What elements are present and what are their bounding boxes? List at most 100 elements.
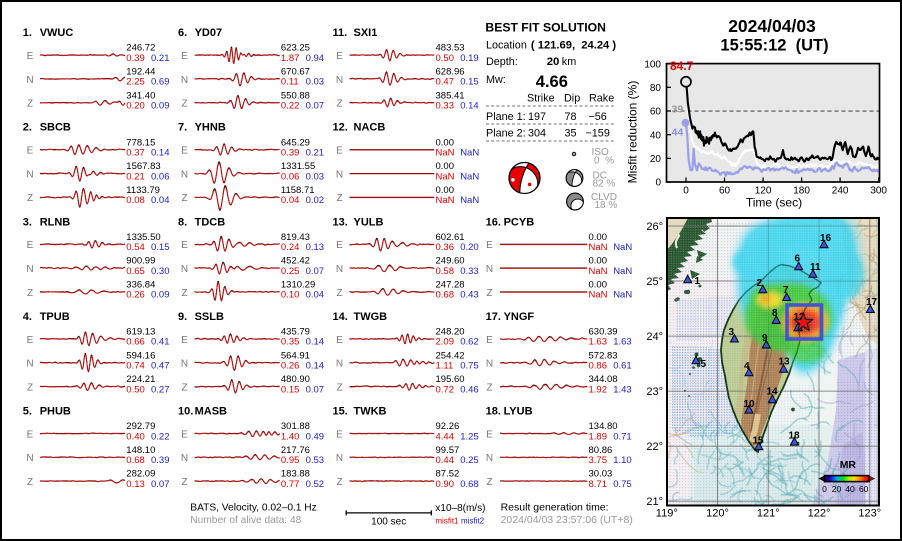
svg-text:E: E xyxy=(181,429,188,440)
svg-text:0.65: 0.65 xyxy=(126,266,145,277)
svg-text:18: 18 xyxy=(789,431,801,442)
svg-text:SBCB: SBCB xyxy=(40,122,71,134)
svg-text:Depth:: Depth: xyxy=(486,56,518,68)
svg-text:292.79: 292.79 xyxy=(126,421,155,432)
svg-text:0.13: 0.13 xyxy=(306,242,325,253)
svg-text:N: N xyxy=(336,453,343,464)
svg-text:119°: 119° xyxy=(656,508,678,520)
svg-text:N: N xyxy=(336,359,343,370)
svg-text:0.37: 0.37 xyxy=(126,148,145,159)
svg-text:Z: Z xyxy=(181,382,187,393)
svg-text:E: E xyxy=(27,146,34,157)
svg-text:0.74: 0.74 xyxy=(126,361,145,372)
svg-text:CLVD: CLVD xyxy=(591,192,617,203)
svg-text:3.: 3. xyxy=(23,216,32,228)
svg-text:23°: 23° xyxy=(646,386,663,398)
svg-text:0.25: 0.25 xyxy=(460,455,479,466)
svg-text:SXI1: SXI1 xyxy=(354,27,378,39)
svg-text:( 121.69, 24.24 ): ( 121.69, 24.24 ) xyxy=(531,40,616,52)
svg-text:572.83: 572.83 xyxy=(589,350,618,361)
svg-text:0.47: 0.47 xyxy=(436,77,455,88)
svg-text:Dip: Dip xyxy=(564,93,580,105)
svg-text:0.07: 0.07 xyxy=(306,101,325,112)
svg-text:3.75: 3.75 xyxy=(589,455,608,466)
svg-text:NACB: NACB xyxy=(354,122,386,134)
svg-text:60: 60 xyxy=(859,484,869,494)
svg-text:PHUB: PHUB xyxy=(40,406,71,418)
svg-text:192.44: 192.44 xyxy=(126,67,155,78)
svg-text:20: 20 xyxy=(650,154,662,165)
svg-text:8.71: 8.71 xyxy=(589,479,608,490)
svg-text:0.41: 0.41 xyxy=(151,337,170,348)
svg-text:E: E xyxy=(181,146,188,157)
svg-text:Z: Z xyxy=(181,99,187,110)
svg-text:0.68: 0.68 xyxy=(436,290,455,301)
svg-text:NaN: NaN xyxy=(460,148,479,159)
svg-text:Number of alive data: 48: Number of alive data: 48 xyxy=(190,515,301,526)
svg-text:20: 20 xyxy=(547,56,560,68)
svg-text:N: N xyxy=(26,264,33,275)
svg-text:148.10: 148.10 xyxy=(126,445,155,456)
svg-text:12: 12 xyxy=(794,312,806,323)
svg-text:40: 40 xyxy=(845,484,855,494)
svg-text:Z: Z xyxy=(336,193,342,204)
svg-text:Result generation time:: Result generation time: xyxy=(501,502,609,514)
svg-text:Z: Z xyxy=(486,382,492,393)
svg-text:30.03: 30.03 xyxy=(589,469,613,480)
svg-text:483.53: 483.53 xyxy=(436,43,465,54)
svg-text:120: 120 xyxy=(755,186,772,197)
svg-text:0.61: 0.61 xyxy=(613,361,632,372)
svg-text:0.04: 0.04 xyxy=(306,290,325,301)
svg-text:22°: 22° xyxy=(646,441,663,453)
svg-text:1.63: 1.63 xyxy=(613,337,632,348)
svg-text:0.50: 0.50 xyxy=(126,384,145,395)
svg-text:N: N xyxy=(181,453,188,464)
svg-text:N: N xyxy=(336,264,343,275)
svg-text:100 sec: 100 sec xyxy=(371,517,406,528)
svg-text:0.07: 0.07 xyxy=(306,384,325,395)
svg-text:35: 35 xyxy=(565,128,577,140)
svg-text:0.20: 0.20 xyxy=(460,242,479,253)
svg-text:0 %: 0 % xyxy=(594,156,614,167)
svg-text:0.13: 0.13 xyxy=(126,479,145,490)
svg-text:0.94: 0.94 xyxy=(306,53,325,64)
svg-text:0.14: 0.14 xyxy=(306,361,325,372)
svg-text:PCYB: PCYB xyxy=(504,216,535,228)
svg-text:594.16: 594.16 xyxy=(126,350,155,361)
svg-text:480.90: 480.90 xyxy=(281,374,310,385)
svg-text:SSLB: SSLB xyxy=(195,311,224,323)
svg-text:Z: Z xyxy=(336,382,342,393)
svg-text:670.67: 670.67 xyxy=(281,67,310,78)
svg-text:92.26: 92.26 xyxy=(436,421,460,432)
svg-text:0.09: 0.09 xyxy=(151,101,170,112)
svg-text:N: N xyxy=(336,75,343,86)
svg-text:15:55:12 (UT): 15:55:12 (UT) xyxy=(720,37,828,55)
svg-text:Strike: Strike xyxy=(527,93,555,105)
svg-text:12.: 12. xyxy=(333,122,348,134)
svg-text:Mw:: Mw: xyxy=(486,74,506,86)
svg-text:16: 16 xyxy=(820,233,832,244)
svg-text:0.00: 0.00 xyxy=(589,232,608,243)
svg-text:17: 17 xyxy=(866,297,878,308)
svg-text:E: E xyxy=(336,429,343,440)
svg-text:304: 304 xyxy=(528,128,546,140)
svg-text:DC: DC xyxy=(593,171,607,182)
svg-text:N: N xyxy=(26,453,33,464)
svg-text:0.77: 0.77 xyxy=(281,479,300,490)
svg-text:300: 300 xyxy=(870,186,887,197)
svg-text:301.88: 301.88 xyxy=(281,421,310,432)
svg-text:0.39: 0.39 xyxy=(281,148,300,159)
svg-text:0.19: 0.19 xyxy=(460,53,479,64)
svg-text:2: 2 xyxy=(757,278,763,289)
svg-text:0.47: 0.47 xyxy=(151,361,170,372)
svg-text:E: E xyxy=(336,335,343,346)
svg-text:224.21: 224.21 xyxy=(126,374,155,385)
svg-text:248.20: 248.20 xyxy=(436,327,465,338)
svg-text:MASB: MASB xyxy=(195,406,227,418)
svg-text:0.22: 0.22 xyxy=(281,101,300,112)
svg-text:MR: MR xyxy=(840,460,857,471)
svg-text:183.88: 183.88 xyxy=(281,469,310,480)
svg-text:247.28: 247.28 xyxy=(436,280,465,291)
svg-text:0.21: 0.21 xyxy=(126,171,145,182)
svg-text:80.86: 80.86 xyxy=(589,445,613,456)
